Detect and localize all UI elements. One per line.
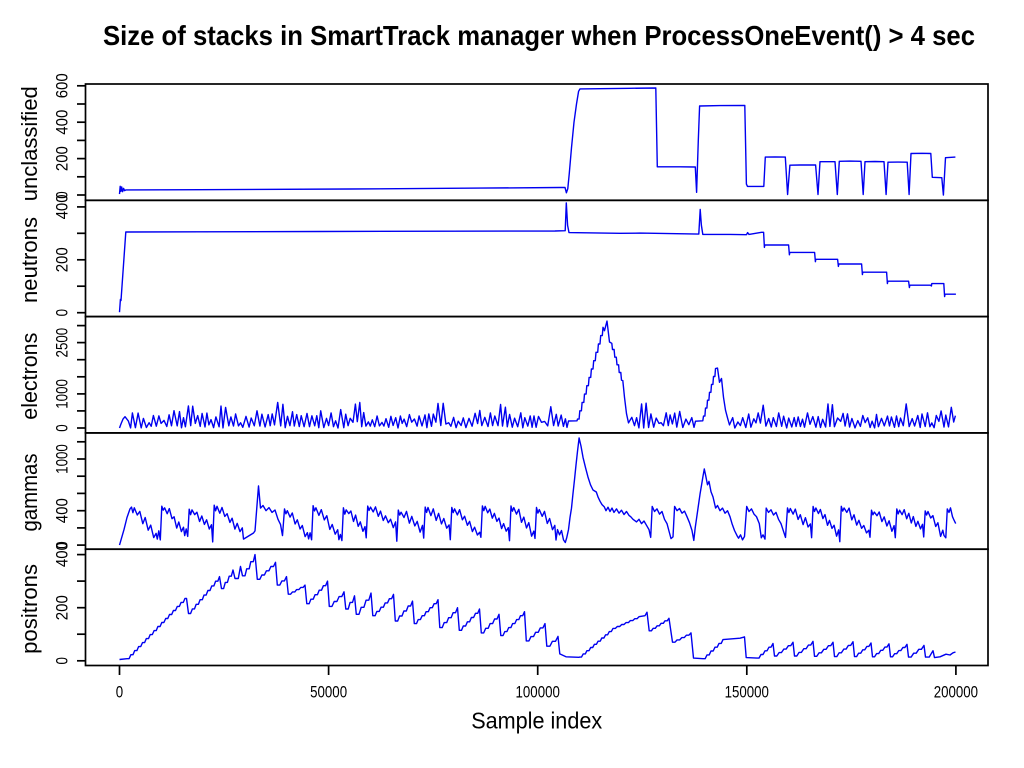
svg-text:600: 600 (54, 73, 72, 98)
svg-text:0: 0 (54, 309, 72, 316)
svg-text:400: 400 (54, 542, 72, 567)
svg-text:200: 200 (54, 247, 72, 272)
svg-text:gammas: gammas (17, 454, 42, 532)
svg-text:2500: 2500 (54, 328, 72, 358)
svg-text:200000: 200000 (934, 684, 978, 702)
svg-text:0: 0 (54, 424, 72, 431)
svg-text:Size of stacks in SmartTrack m: Size of stacks in SmartTrack manager whe… (103, 20, 975, 51)
svg-text:Sample index: Sample index (471, 708, 602, 734)
svg-text:electrons: electrons (17, 333, 42, 420)
svg-text:unclassified: unclassified (17, 86, 42, 201)
svg-text:neutrons: neutrons (17, 217, 42, 303)
svg-text:1000: 1000 (54, 379, 72, 409)
svg-text:400: 400 (54, 498, 72, 523)
svg-text:0: 0 (54, 541, 72, 548)
svg-text:0: 0 (116, 684, 123, 702)
svg-text:0: 0 (54, 657, 72, 664)
svg-text:400: 400 (54, 194, 72, 219)
svg-text:200: 200 (54, 146, 72, 171)
svg-text:100000: 100000 (516, 684, 560, 702)
svg-text:50000: 50000 (310, 684, 347, 702)
svg-text:200: 200 (54, 595, 72, 620)
svg-text:150000: 150000 (725, 684, 769, 702)
svg-text:400: 400 (54, 110, 72, 135)
svg-text:positrons: positrons (17, 564, 42, 654)
svg-text:0: 0 (54, 191, 72, 198)
svg-text:1000: 1000 (54, 444, 72, 474)
